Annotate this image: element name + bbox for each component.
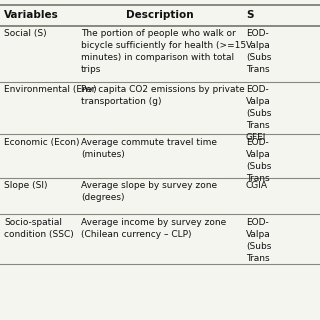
Text: Economic (Econ): Economic (Econ)	[4, 138, 80, 147]
Text: Slope (Sl): Slope (Sl)	[4, 181, 48, 190]
Text: Environmental (Env): Environmental (Env)	[4, 85, 97, 94]
Text: Description: Description	[126, 10, 194, 20]
Text: S: S	[246, 10, 253, 20]
Text: Average slope by survey zone
(degrees): Average slope by survey zone (degrees)	[81, 181, 217, 202]
Text: Variables: Variables	[4, 10, 59, 20]
Text: Average commute travel time
(minutes): Average commute travel time (minutes)	[81, 138, 217, 159]
Text: EOD-
Valpa
(Subs
Trans: EOD- Valpa (Subs Trans	[246, 29, 271, 74]
Text: EOD-
Valpa
(Subs
Trans: EOD- Valpa (Subs Trans	[246, 218, 271, 263]
Text: Socio-spatial
condition (SSC): Socio-spatial condition (SSC)	[4, 218, 74, 239]
Text: Social (S): Social (S)	[4, 29, 47, 38]
Text: Per capita CO2 emissions by private
transportation (g): Per capita CO2 emissions by private tran…	[81, 85, 245, 106]
Text: EOD-
Valpa
(Subs
Trans: EOD- Valpa (Subs Trans	[246, 138, 271, 183]
Text: CGIA: CGIA	[246, 181, 268, 190]
Text: Average income by survey zone
(Chilean currency – CLP): Average income by survey zone (Chilean c…	[81, 218, 226, 239]
Text: EOD-
Valpa
(Subs
Trans
GFEI: EOD- Valpa (Subs Trans GFEI	[246, 85, 271, 142]
Text: The portion of people who walk or
bicycle sufficiently for health (>=15
minutes): The portion of people who walk or bicycl…	[81, 29, 246, 74]
